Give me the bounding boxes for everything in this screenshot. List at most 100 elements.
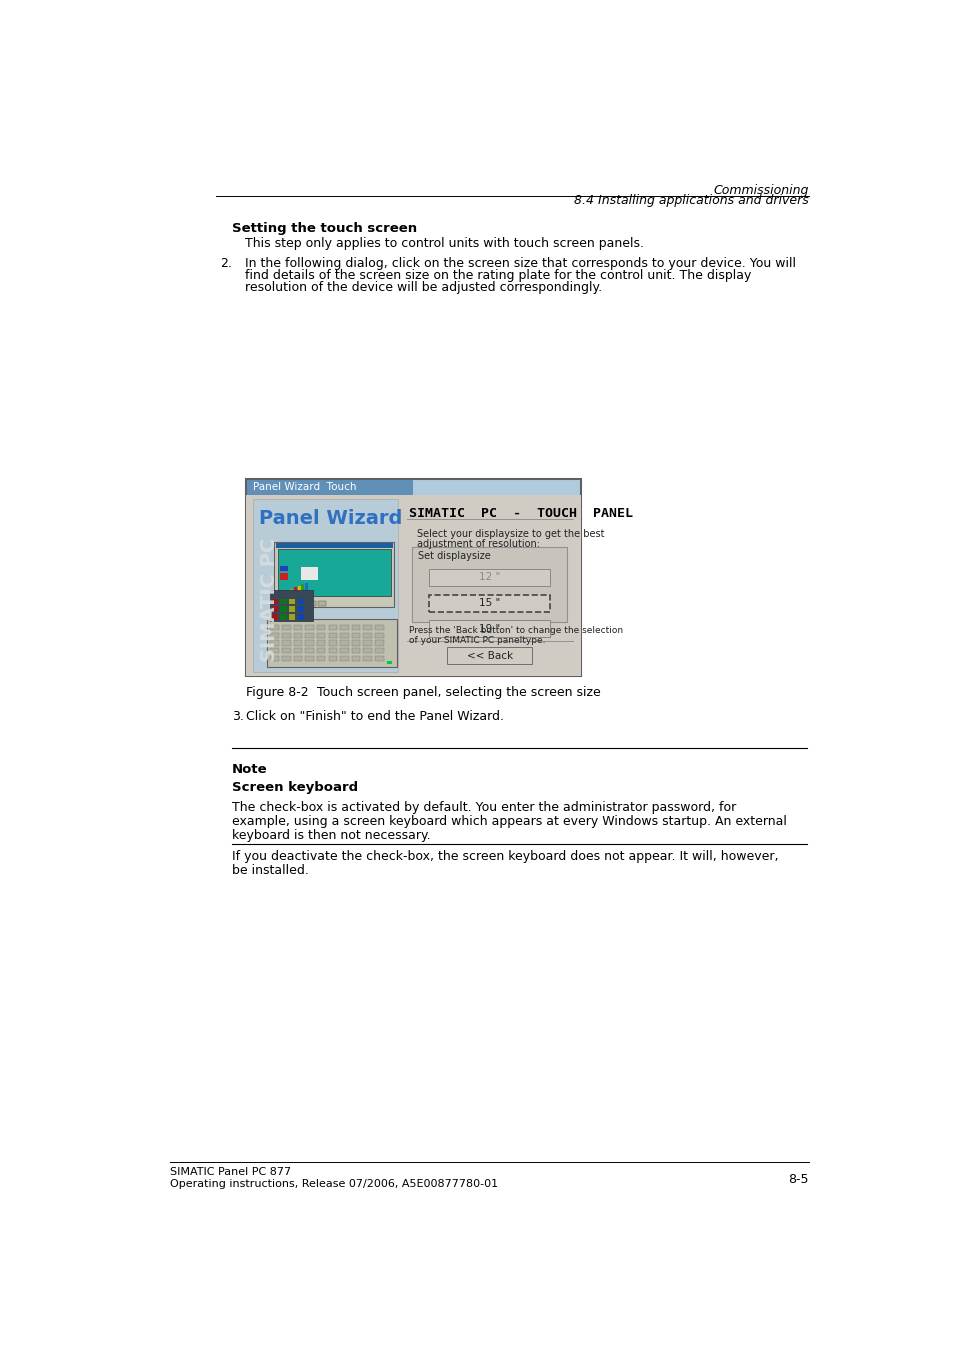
FancyBboxPatch shape: [375, 626, 383, 631]
Text: of your SIMATIC PC paneltype.: of your SIMATIC PC paneltype.: [409, 636, 545, 644]
Text: 8.4 Installing applications and drivers: 8.4 Installing applications and drivers: [574, 195, 808, 208]
FancyBboxPatch shape: [429, 620, 550, 638]
FancyBboxPatch shape: [245, 494, 580, 677]
FancyBboxPatch shape: [272, 607, 278, 612]
Text: Select your displaysize to get the best: Select your displaysize to get the best: [416, 528, 603, 539]
FancyBboxPatch shape: [290, 589, 293, 592]
FancyBboxPatch shape: [340, 632, 348, 638]
FancyBboxPatch shape: [270, 626, 278, 631]
FancyBboxPatch shape: [318, 601, 326, 605]
FancyBboxPatch shape: [316, 626, 325, 631]
FancyBboxPatch shape: [352, 648, 360, 654]
FancyBboxPatch shape: [270, 648, 278, 654]
FancyBboxPatch shape: [294, 626, 302, 631]
Text: be installed.: be installed.: [232, 863, 308, 877]
FancyBboxPatch shape: [375, 632, 383, 638]
FancyBboxPatch shape: [352, 640, 360, 646]
Text: Commissioning: Commissioning: [713, 185, 808, 197]
Text: example, using a screen keyboard which appears at every Windows startup. An exte: example, using a screen keyboard which a…: [232, 815, 785, 828]
FancyBboxPatch shape: [375, 640, 383, 646]
FancyBboxPatch shape: [282, 655, 291, 661]
FancyBboxPatch shape: [328, 655, 336, 661]
Text: Click on "Finish" to end the Panel Wizard.: Click on "Finish" to end the Panel Wizar…: [245, 709, 503, 723]
FancyBboxPatch shape: [274, 542, 394, 607]
FancyBboxPatch shape: [280, 615, 286, 620]
Text: Set displaysize: Set displaysize: [418, 551, 491, 561]
FancyBboxPatch shape: [363, 655, 372, 661]
FancyBboxPatch shape: [412, 547, 567, 621]
FancyBboxPatch shape: [316, 648, 325, 654]
FancyBboxPatch shape: [352, 632, 360, 638]
FancyBboxPatch shape: [294, 655, 302, 661]
FancyBboxPatch shape: [289, 607, 294, 612]
FancyBboxPatch shape: [375, 648, 383, 654]
Text: 8-5: 8-5: [788, 1173, 808, 1186]
FancyBboxPatch shape: [297, 607, 303, 612]
Text: Panel Wizard  Touch: Panel Wizard Touch: [253, 482, 356, 492]
Text: SIMATIC PC: SIMATIC PC: [260, 538, 279, 662]
FancyBboxPatch shape: [294, 640, 302, 646]
Text: keyboard is then not necessary.: keyboard is then not necessary.: [232, 830, 430, 842]
FancyBboxPatch shape: [297, 585, 300, 592]
FancyBboxPatch shape: [294, 588, 296, 592]
FancyBboxPatch shape: [352, 655, 360, 661]
FancyBboxPatch shape: [282, 648, 291, 654]
FancyBboxPatch shape: [340, 655, 348, 661]
Text: Screen keyboard: Screen keyboard: [232, 781, 357, 794]
FancyBboxPatch shape: [270, 640, 278, 646]
Text: Operating instructions, Release 07/2006, A5E00877780-01: Operating instructions, Release 07/2006,…: [170, 1179, 497, 1189]
FancyBboxPatch shape: [447, 647, 532, 665]
FancyBboxPatch shape: [305, 626, 314, 631]
Text: SIMATIC Panel PC 877: SIMATIC Panel PC 877: [170, 1167, 291, 1177]
FancyBboxPatch shape: [308, 601, 315, 605]
Text: << Back: << Back: [466, 651, 512, 661]
FancyBboxPatch shape: [363, 626, 372, 631]
Text: SIMATIC  PC  -  TOUCH  PANEL: SIMATIC PC - TOUCH PANEL: [409, 507, 633, 520]
Text: Figure 8-2: Figure 8-2: [245, 686, 308, 698]
FancyBboxPatch shape: [328, 648, 336, 654]
FancyBboxPatch shape: [297, 615, 303, 620]
Text: Press the 'Back button' to change the selection: Press the 'Back button' to change the se…: [409, 626, 622, 635]
FancyBboxPatch shape: [298, 601, 306, 605]
Text: 12 ": 12 ": [478, 573, 499, 582]
FancyBboxPatch shape: [429, 569, 550, 585]
FancyBboxPatch shape: [245, 480, 413, 494]
FancyBboxPatch shape: [280, 607, 286, 612]
FancyBboxPatch shape: [305, 632, 314, 638]
FancyBboxPatch shape: [429, 594, 550, 612]
FancyBboxPatch shape: [280, 566, 288, 571]
FancyBboxPatch shape: [316, 640, 325, 646]
FancyBboxPatch shape: [305, 648, 314, 654]
FancyBboxPatch shape: [297, 598, 303, 604]
FancyBboxPatch shape: [301, 567, 318, 580]
FancyBboxPatch shape: [305, 655, 314, 661]
FancyBboxPatch shape: [280, 598, 286, 604]
FancyBboxPatch shape: [266, 619, 396, 667]
FancyBboxPatch shape: [387, 661, 392, 665]
FancyBboxPatch shape: [363, 640, 372, 646]
FancyBboxPatch shape: [328, 626, 336, 631]
Text: 19 ": 19 ": [478, 624, 499, 634]
FancyBboxPatch shape: [375, 655, 383, 661]
Text: Note: Note: [232, 763, 267, 777]
FancyBboxPatch shape: [272, 598, 278, 604]
Text: The check-box is activated by default. You enter the administrator password, for: The check-box is activated by default. Y…: [232, 801, 735, 815]
Text: resolution of the device will be adjusted correspondingly.: resolution of the device will be adjuste…: [245, 281, 601, 295]
FancyBboxPatch shape: [278, 550, 391, 596]
FancyBboxPatch shape: [352, 626, 360, 631]
Text: Setting the touch screen: Setting the touch screen: [232, 222, 416, 235]
Text: 15 ": 15 ": [478, 598, 499, 608]
FancyBboxPatch shape: [294, 648, 302, 654]
FancyBboxPatch shape: [305, 582, 308, 592]
FancyBboxPatch shape: [270, 590, 313, 621]
Text: This step only applies to control units with touch screen panels.: This step only applies to control units …: [245, 236, 643, 250]
FancyBboxPatch shape: [253, 500, 397, 671]
FancyBboxPatch shape: [328, 632, 336, 638]
Text: In the following dialog, click on the screen size that corresponds to your devic: In the following dialog, click on the sc…: [245, 257, 795, 270]
Text: find details of the screen size on the rating plate for the control unit. The di: find details of the screen size on the r…: [245, 269, 750, 282]
FancyBboxPatch shape: [340, 640, 348, 646]
FancyBboxPatch shape: [316, 632, 325, 638]
Text: Touch screen panel, selecting the screen size: Touch screen panel, selecting the screen…: [316, 686, 600, 698]
FancyBboxPatch shape: [289, 598, 294, 604]
FancyBboxPatch shape: [363, 648, 372, 654]
